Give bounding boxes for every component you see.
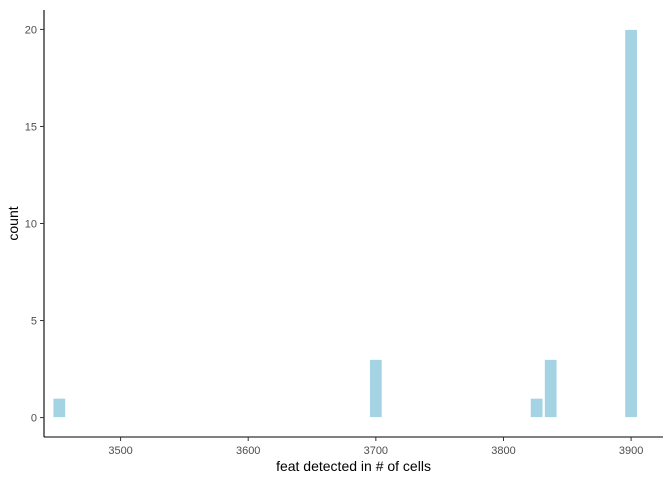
y-axis-ticks: 0 5 10 15 20 [25, 24, 44, 425]
histogram-bar-2 [529, 397, 544, 419]
y-axis-title: count [5, 206, 21, 240]
y-tick-label: 10 [25, 219, 37, 231]
x-tick-label: 3800 [491, 445, 515, 457]
histogram-bar-1 [368, 358, 383, 419]
y-tick-label: 5 [31, 316, 37, 328]
y-tick-label: 20 [25, 24, 37, 36]
histogram-bar-0 [52, 397, 67, 419]
y-tick-label: 0 [31, 413, 37, 425]
x-tick-label: 3900 [619, 445, 643, 457]
x-axis-ticks: 3500 3600 3700 3800 3900 [108, 437, 643, 457]
x-tick-label: 3500 [108, 445, 132, 457]
y-tick-label: 15 [25, 121, 37, 133]
x-tick-label: 3700 [364, 445, 388, 457]
x-axis-title: feat detected in # of cells [276, 458, 431, 474]
histogram-bar-3 [543, 358, 558, 419]
histogram-bar-4 [624, 28, 638, 419]
bars-group [52, 28, 638, 419]
x-tick-label: 3600 [236, 445, 260, 457]
